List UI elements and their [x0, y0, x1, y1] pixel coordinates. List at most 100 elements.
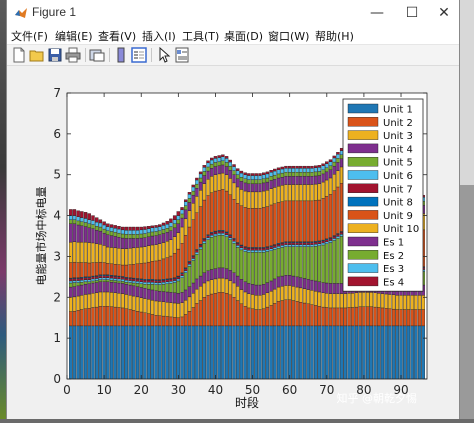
bar-segment: [236, 203, 240, 243]
figure-window: Figure 1 — ☐ ✕ 文件(F) 编辑(E) 查看(V) 插入(I) 工…: [6, 0, 460, 419]
bar-segment: [94, 226, 99, 231]
bar-segment: [150, 279, 155, 283]
bar-segment: [210, 237, 214, 270]
bar-segment: [165, 325, 169, 380]
bar-segment: [262, 207, 266, 248]
menu-view[interactable]: 查看(V): [98, 30, 137, 43]
bar-segment: [284, 176, 288, 185]
bar-segment: [336, 234, 340, 237]
bar-segment: [124, 325, 129, 380]
bar-segment: [80, 241, 84, 263]
bar-segment: [317, 183, 322, 201]
bar-segment: [224, 325, 229, 380]
bar-segment: [176, 276, 181, 280]
bar-segment: [273, 203, 277, 245]
legend-label: Es 1: [383, 238, 404, 249]
bar-segment: [306, 279, 310, 290]
bar-segment: [158, 315, 162, 327]
menu-window[interactable]: 窗口(W): [268, 30, 310, 43]
bar-segment: [109, 279, 114, 283]
bar-segment: [325, 163, 329, 168]
legend-swatch: [347, 103, 379, 114]
bar-segment: [132, 234, 136, 239]
bar-segment: [94, 278, 99, 281]
colorbar-icon[interactable]: [113, 47, 129, 63]
bar-segment: [247, 248, 251, 251]
bar-segment: [172, 252, 177, 278]
bar-segment: [195, 183, 199, 189]
bar-segment: [310, 290, 314, 305]
bar-segment: [295, 325, 299, 380]
bar-segment: [262, 248, 266, 251]
bar-segment: [198, 286, 203, 301]
bar-segment: [98, 222, 103, 228]
bar-segment: [72, 278, 77, 281]
bar-segment: [195, 254, 199, 280]
maximize-button[interactable]: ☐: [405, 5, 419, 21]
minimize-button[interactable]: —: [370, 5, 384, 21]
bar-segment: [169, 226, 173, 231]
bar-segment: [87, 325, 91, 380]
bar-segment: [195, 177, 199, 181]
bar-segment: [224, 278, 229, 294]
bar-segment: [169, 281, 173, 284]
bar-segment: [198, 244, 203, 248]
bar-segment: [169, 230, 173, 240]
bar-segment: [299, 325, 303, 380]
bar-segment: [135, 238, 140, 248]
bar-segment: [195, 303, 199, 327]
menu-help[interactable]: 帮助(H): [315, 30, 354, 43]
bar-segment: [202, 199, 207, 239]
bar-segment: [120, 264, 125, 277]
save-icon[interactable]: [47, 47, 63, 63]
bar-segment: [198, 177, 203, 183]
legend-icon[interactable]: [131, 47, 147, 63]
bar-segment: [113, 264, 117, 276]
bar-segment: [336, 170, 340, 188]
bar-segment: [169, 239, 173, 257]
bar-segment: [143, 279, 147, 283]
bar-segment: [206, 270, 210, 282]
y-tick-label: 6: [53, 127, 61, 141]
print-icon[interactable]: [65, 47, 81, 63]
title-bar[interactable]: Figure 1 — ☐ ✕: [7, 0, 459, 26]
link-plot-icon[interactable]: [89, 47, 105, 63]
menu-desktop[interactable]: 桌面(D): [224, 30, 264, 43]
legend-swatch: [347, 117, 379, 127]
pointer-icon[interactable]: [156, 47, 172, 63]
bar-segment: [210, 159, 214, 165]
bar-segment: [150, 244, 155, 262]
bar-segment: [414, 295, 418, 310]
bar-segment: [72, 296, 77, 312]
bar-segment: [143, 226, 147, 230]
bar-segment: [191, 194, 195, 204]
menu-edit[interactable]: 编辑(E): [55, 30, 93, 43]
legend[interactable]: Unit 1 Unit 2 Unit 3 Unit 4 Unit 5 Unit 6 Unit…: [342, 98, 424, 292]
property-editor-icon[interactable]: [174, 47, 190, 63]
menu-insert[interactable]: 插入(I): [142, 30, 176, 43]
bar-segment: [143, 237, 147, 247]
bar-segment: [336, 236, 340, 239]
bar-segment: [284, 184, 288, 202]
bar-segment: [287, 200, 292, 242]
close-button[interactable]: ✕: [438, 5, 450, 21]
bar-segment: [325, 282, 329, 294]
bar-segment: [158, 301, 162, 316]
open-icon[interactable]: [29, 47, 45, 63]
menu-tools[interactable]: 工具(T): [182, 30, 220, 43]
bar-segment: [332, 240, 336, 284]
bar-segment: [262, 294, 266, 309]
bar-segment: [221, 154, 225, 157]
bar-segment: [280, 166, 284, 170]
bar-segment: [302, 244, 307, 247]
bar-segment: [176, 303, 181, 318]
bar-segment: [87, 283, 91, 295]
new-figure-icon[interactable]: [11, 47, 27, 63]
bar-segment: [210, 232, 214, 236]
legend-label: Unit 6: [383, 171, 413, 182]
bar-segment: [161, 325, 166, 380]
menu-file[interactable]: 文件(F): [11, 30, 48, 43]
bar-segment: [69, 282, 73, 288]
bar-segment: [339, 293, 344, 309]
